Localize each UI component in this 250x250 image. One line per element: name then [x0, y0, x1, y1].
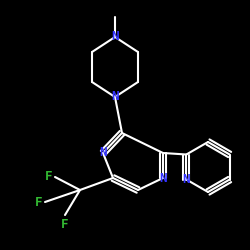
- Text: N: N: [111, 30, 119, 44]
- Text: N: N: [111, 90, 119, 104]
- Text: N: N: [182, 173, 190, 186]
- Text: F: F: [34, 196, 42, 208]
- Text: F: F: [44, 170, 52, 183]
- Text: F: F: [61, 218, 69, 231]
- Text: N: N: [159, 172, 167, 184]
- Text: N: N: [99, 146, 107, 160]
